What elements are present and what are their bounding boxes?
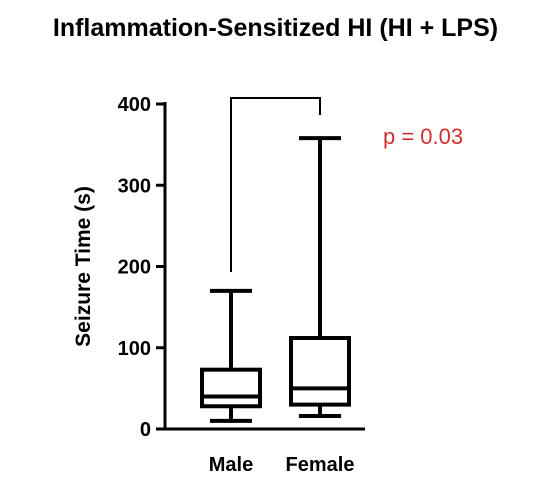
iqr-box [289, 336, 351, 407]
p-value-label: p = 0.03 [383, 124, 464, 149]
y-axis-label: Seizure Time (s) [72, 186, 95, 347]
y-tick-label: 400 [118, 94, 151, 116]
y-tick-label: 300 [118, 175, 151, 197]
y-tick-label: 0 [140, 419, 151, 441]
x-tick-label: Male [209, 454, 253, 476]
x-tick-label: Female [286, 454, 355, 476]
y-tick-label: 200 [118, 257, 151, 279]
iqr-box [200, 367, 262, 409]
chart-title: Inflammation-Sensitized HI (HI + LPS) [52, 14, 499, 42]
axes: 0 100 200 300 400 Male Female Seizure Time (s) [72, 94, 365, 476]
significance-bracket [230, 97, 321, 272]
boxes [200, 136, 351, 423]
bracket-line [230, 97, 321, 272]
y-tick-label: 100 [118, 338, 151, 360]
box-female [289, 136, 351, 418]
box-male [200, 288, 262, 423]
